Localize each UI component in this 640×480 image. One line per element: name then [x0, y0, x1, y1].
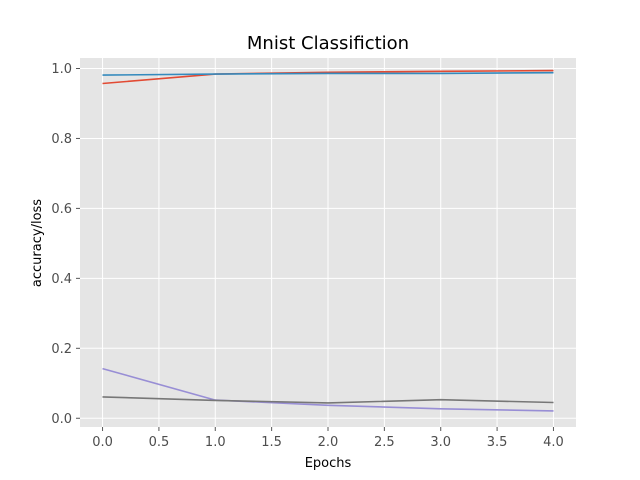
y-tick-label: 0.0: [51, 412, 72, 427]
x-tick-label: 3.0: [430, 435, 451, 450]
grid: [80, 58, 576, 427]
x-tick-label: 2.5: [374, 435, 395, 450]
x-tick-label: 1.5: [261, 435, 282, 450]
y-axis-label: accuracy/loss: [30, 199, 45, 287]
x-axis-label: Epochs: [305, 456, 352, 471]
y-tick-label: 0.6: [51, 202, 72, 217]
series-line-4: [102, 396, 554, 404]
x-tick-label: 0.5: [149, 435, 170, 450]
y-tick-label: 0.2: [51, 342, 72, 357]
ticks-group: 0.0 0.5 1.0 1.5 2.0 2.5 3.0 3.5 4.0 0.0 0.2 0.4 0.6 0…: [51, 62, 563, 450]
chart-title: Mnist Classifiction: [247, 33, 409, 54]
series-line-2: [102, 71, 554, 76]
series-line-3: [102, 367, 554, 412]
series-line-1: [102, 69, 554, 85]
y-tick-label: 0.4: [51, 272, 72, 287]
x-tick-label: 4.0: [543, 435, 564, 450]
y-tick-label: 1.0: [51, 62, 72, 77]
x-tick-label: 0.0: [92, 435, 113, 450]
x-tick-label: 1.0: [205, 435, 226, 450]
series-group: [102, 69, 554, 412]
x-tick-label: 3.5: [487, 435, 508, 450]
x-tick-label: 2.0: [318, 435, 339, 450]
y-tick-label: 0.8: [51, 132, 72, 147]
